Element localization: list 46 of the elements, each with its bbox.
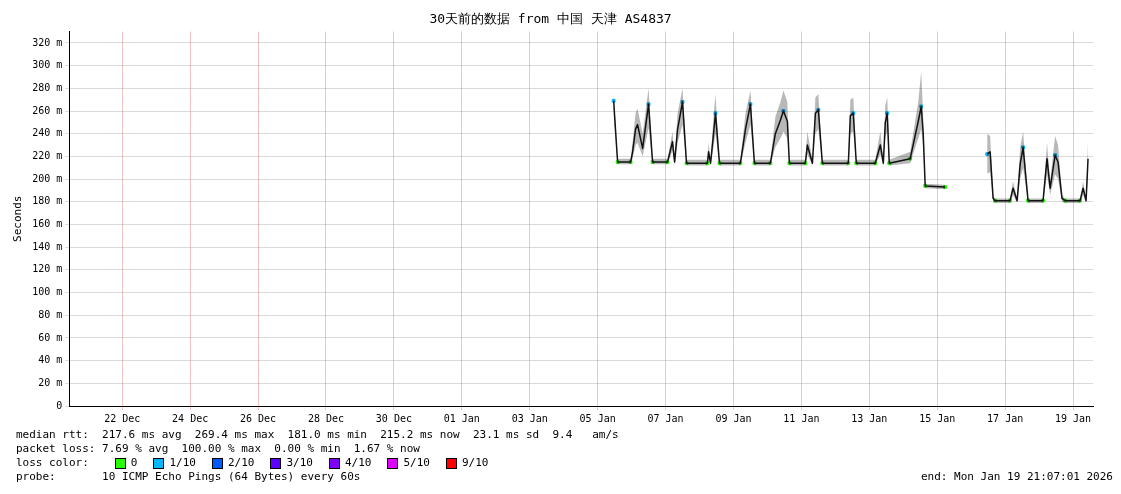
y-tick-label: 280 m (32, 81, 63, 93)
x-tick-label: 13 Jan (851, 412, 888, 424)
y-tick-label: 300 m (32, 59, 63, 71)
text: median rtt: 217.6 ms avg 269.4 ms max 181.0 ms min 215.2 ms now 23.1 ms sd 9.4 am/s (16, 428, 620, 442)
x-tick-label: 09 Jan (715, 412, 752, 424)
y-tick-label: 220 m (32, 149, 63, 161)
text: end: Mon Jan 19 21:07:01 2026 (920, 470, 1113, 484)
y-tick-label: 180 m (32, 195, 63, 207)
y-tick-label: 40 m (38, 354, 63, 366)
x-tick-label: 30 Dec (375, 412, 412, 424)
y-tick-label: 60 m (38, 331, 63, 343)
x-tick-label: 24 Dec (172, 412, 209, 424)
legend-title: loss color: (16, 456, 89, 470)
legend-label: 1/10 (169, 456, 196, 470)
x-tick-label: 07 Jan (647, 412, 684, 424)
y-tick-label: 0 (56, 399, 63, 411)
y-tick-label: 160 m (32, 218, 63, 230)
y-tick-label: 100 m (32, 286, 63, 298)
legend-label: 5/10 (403, 456, 430, 470)
legend-label: 3/10 (286, 456, 313, 470)
y-tick-label: 140 m (32, 240, 63, 252)
legend-label: 2/10 (227, 456, 255, 470)
y-tick-label: 240 m (32, 127, 63, 139)
chart-title: 30天前的数据 from 中国 天津 AS4837 (429, 11, 672, 27)
x-tick-label: 19 Jan (1054, 412, 1092, 424)
text: packet loss: 7.69 % avg 100.00 % max 0.00 % min 1.67 % now (16, 442, 421, 456)
legend-label: 0 (130, 456, 138, 470)
x-tick-label: 15 Jan (919, 412, 956, 424)
x-tick-label: 17 Jan (987, 412, 1024, 424)
x-tick-label: 05 Jan (579, 412, 616, 424)
x-tick-label: 03 Jan (511, 412, 548, 424)
y-tick-label: 80 m (38, 308, 63, 320)
y-tick-label: 120 m (32, 263, 63, 275)
x-tick-label: 22 Dec (104, 412, 141, 424)
x-tick-label: 28 Dec (307, 412, 345, 424)
y-tick-label: 320 m (32, 36, 63, 48)
x-tick-label: 01 Jan (443, 412, 480, 424)
y-tick-label: 260 m (32, 104, 63, 116)
legend-label: 9/10 (461, 456, 489, 470)
legend-label: 4/10 (344, 456, 372, 470)
x-tick-label: 11 Jan (783, 412, 820, 424)
y-tick-label: 20 m (38, 376, 63, 388)
text: probe: 10 ICMP Echo Pings (64 Bytes) every 60s (16, 470, 361, 484)
y-tick-label: 200 m (32, 172, 63, 184)
x-tick-label: 26 Dec (240, 412, 277, 424)
y-axis-title: Seconds (11, 195, 25, 242)
